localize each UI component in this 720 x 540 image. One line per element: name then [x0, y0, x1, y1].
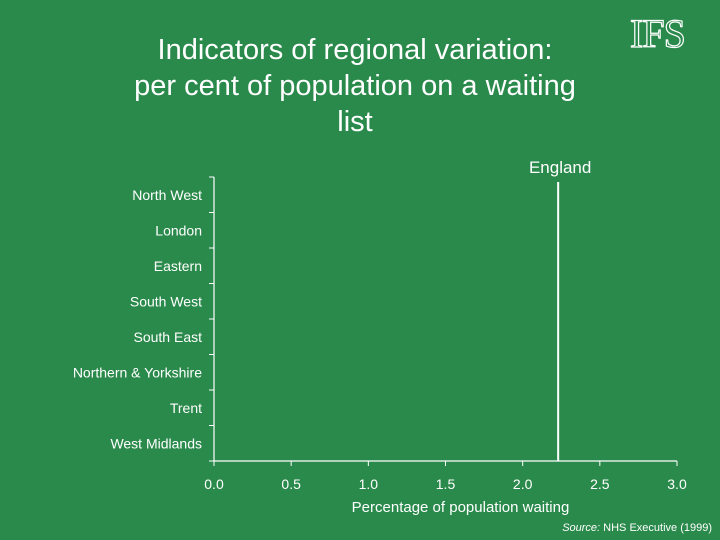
x-tick-label: 0.5	[281, 476, 301, 492]
x-tick-label: 2.0	[513, 476, 533, 492]
x-tick-label: 2.5	[590, 476, 610, 492]
source-text: NHS Executive (1999)	[600, 522, 712, 534]
y-tick-label: North West	[132, 187, 202, 203]
y-tick-label: South East	[134, 329, 203, 345]
y-tick-label: West Midlands	[110, 435, 202, 451]
source-label: Source:	[562, 522, 601, 534]
y-tick-label: Trent	[170, 400, 202, 416]
title-line-2: per cent of population on a waiting	[134, 70, 576, 102]
reference-line-label: England	[529, 158, 591, 177]
y-tick-label: London	[155, 222, 202, 238]
x-tick-label: 3.0	[667, 476, 687, 492]
x-tick-label: 1.0	[359, 476, 379, 492]
chart-title: Indicators of regional variation: per ce…	[70, 32, 640, 140]
y-tick-label: Eastern	[154, 258, 202, 274]
y-tick-label: South West	[130, 293, 202, 309]
x-tick-label: 0.0	[204, 476, 224, 492]
y-tick-label: Northern & Yorkshire	[73, 364, 202, 380]
x-axis-label: Percentage of population waiting	[352, 499, 570, 516]
title-line-1: Indicators of regional variation:	[157, 34, 553, 66]
source-note: Source: NHS Executive (1999)	[562, 522, 712, 534]
x-tick-label: 1.5	[436, 476, 456, 492]
title-line-3: list	[337, 106, 373, 138]
ifs-logo: IFS	[629, 10, 686, 56]
